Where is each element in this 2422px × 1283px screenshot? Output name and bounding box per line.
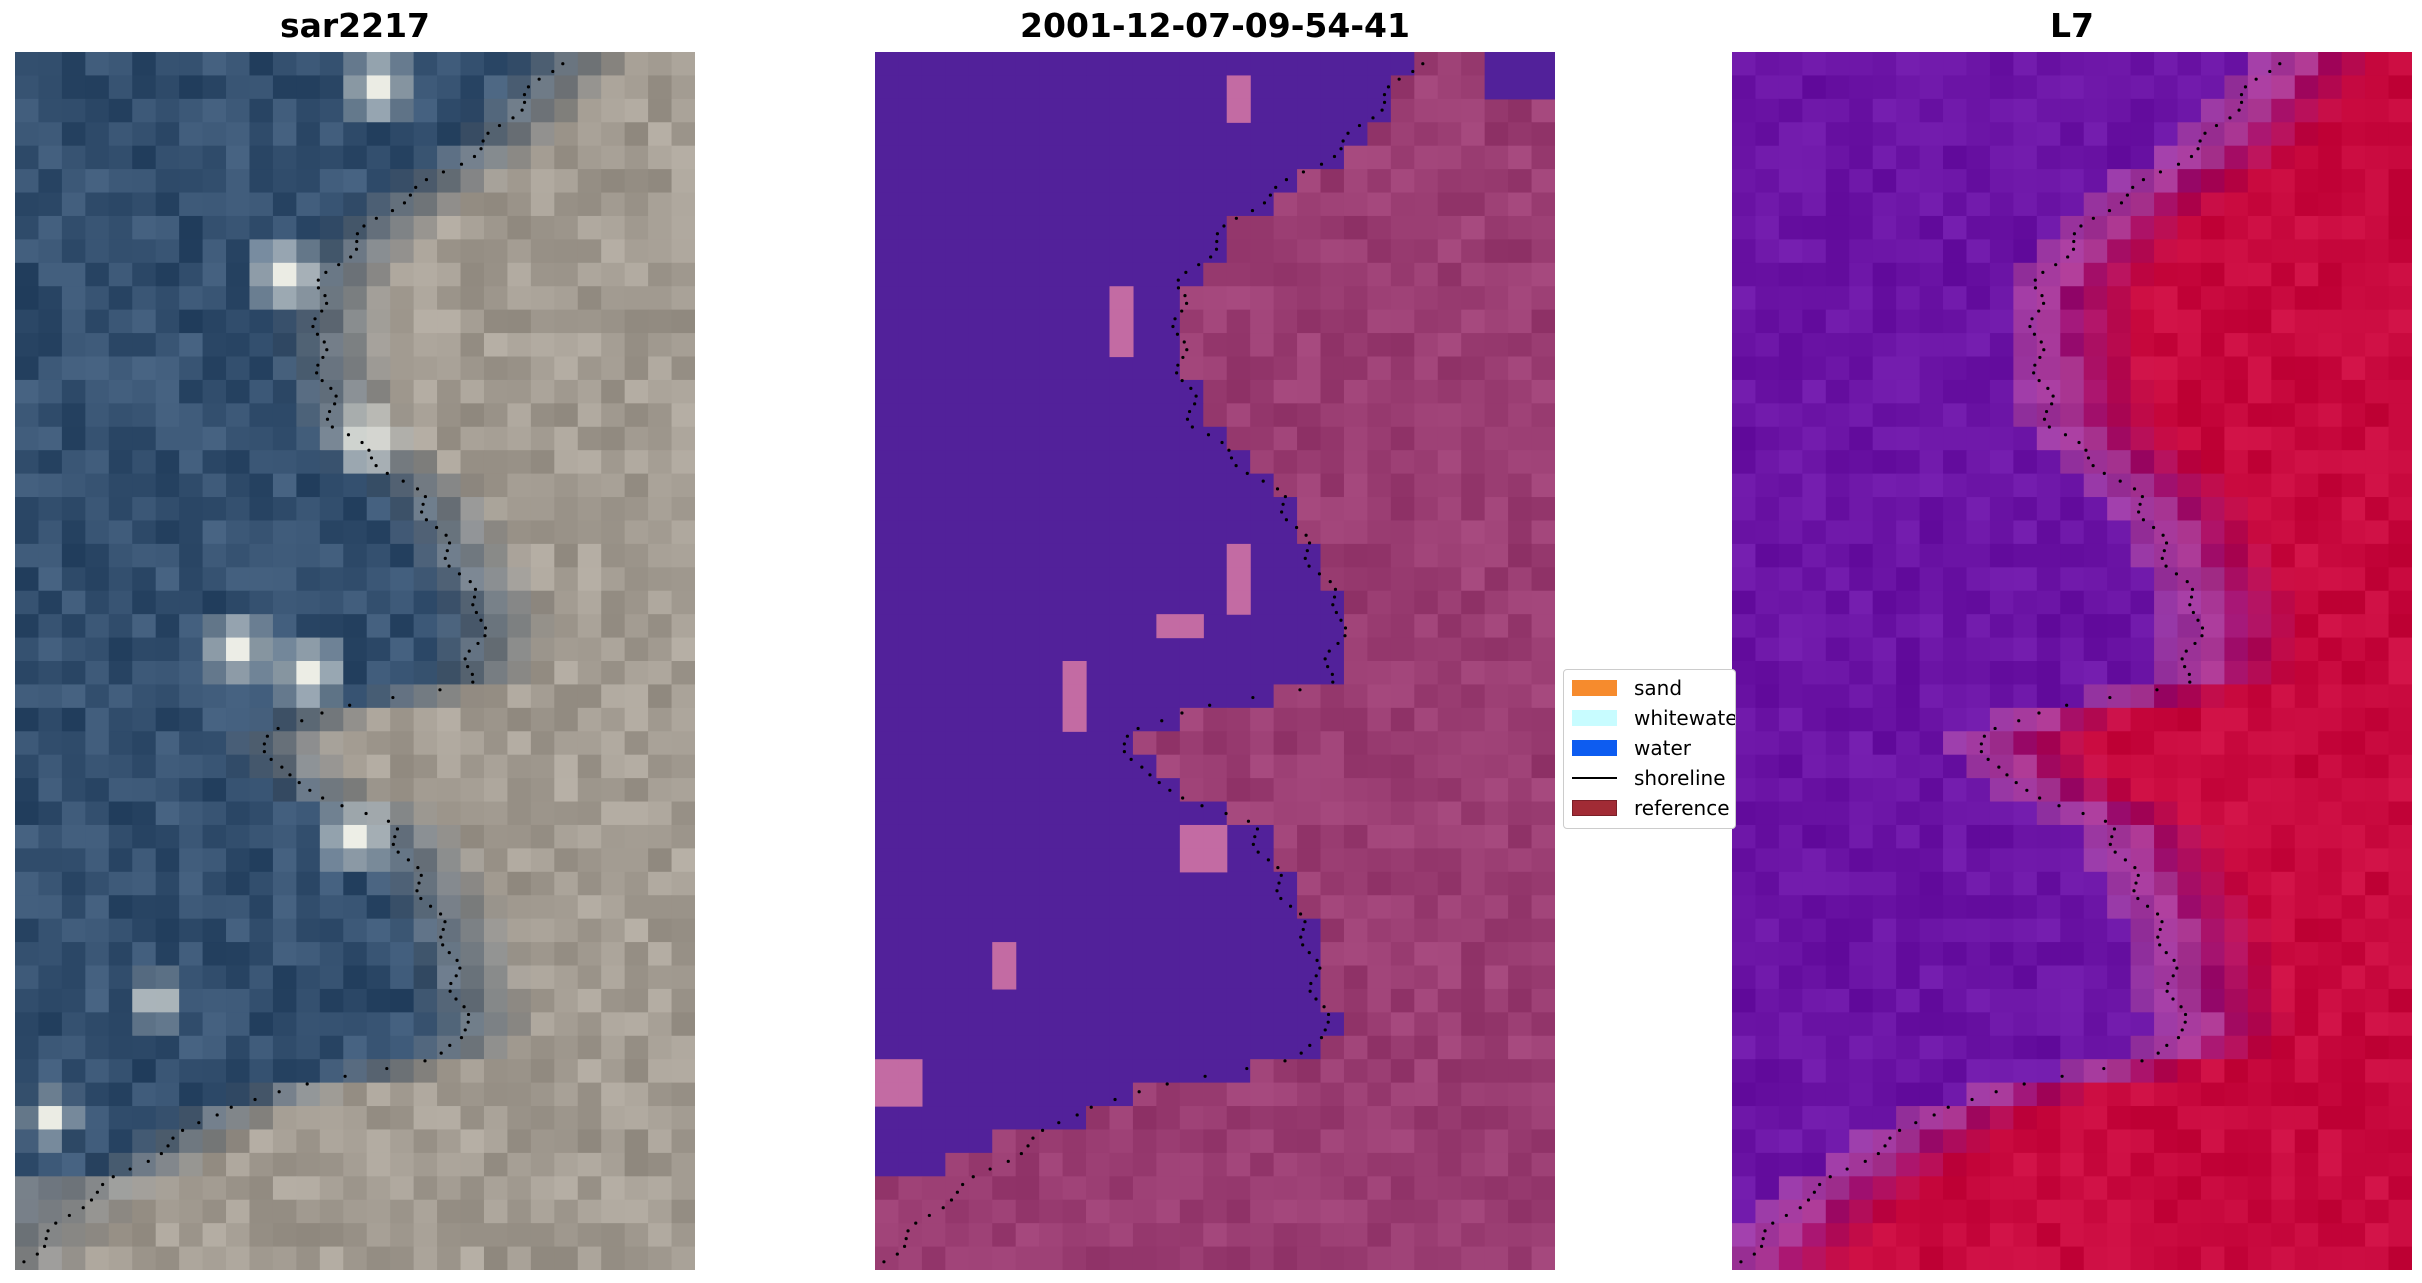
- classified-image-panel: [875, 52, 1555, 1270]
- water-swatch: [1572, 740, 1617, 756]
- legend-label-water: water: [1634, 736, 1691, 760]
- reference-swatch: [1572, 800, 1617, 816]
- rgb-image: [15, 52, 695, 1270]
- legend: sand whitewater water shoreline referenc…: [1563, 669, 1736, 829]
- rgb-image-panel: [15, 52, 695, 1270]
- legend-item-water: water: [1572, 735, 1691, 761]
- sand-swatch: [1572, 680, 1617, 696]
- legend-item-reference: reference: [1572, 795, 1730, 821]
- shoreline-classified: [882, 62, 1425, 1264]
- index-image-panel: [1732, 52, 2412, 1270]
- shoreline-rgb: [22, 62, 565, 1264]
- legend-item-sand: sand: [1572, 675, 1682, 701]
- legend-label-whitewater: whitewater: [1634, 706, 1736, 730]
- legend-label-shoreline: shoreline: [1634, 766, 1726, 790]
- legend-item-shoreline: shoreline: [1572, 765, 1726, 791]
- shoreline-index: [1739, 62, 2282, 1264]
- title-index: L7: [2050, 6, 2094, 45]
- legend-label-sand: sand: [1634, 676, 1683, 700]
- shoreline-line-swatch: [1572, 777, 1617, 779]
- title-classified: 2001-12-07-09-54-41: [1020, 6, 1410, 45]
- legend-item-whitewater: whitewater: [1572, 705, 1736, 731]
- legend-label-reference: reference: [1634, 796, 1730, 820]
- title-rgb: sar2217: [279, 6, 431, 45]
- index-image: [1732, 52, 2412, 1270]
- classified-image: [875, 52, 1555, 1270]
- whitewater-swatch: [1572, 710, 1617, 726]
